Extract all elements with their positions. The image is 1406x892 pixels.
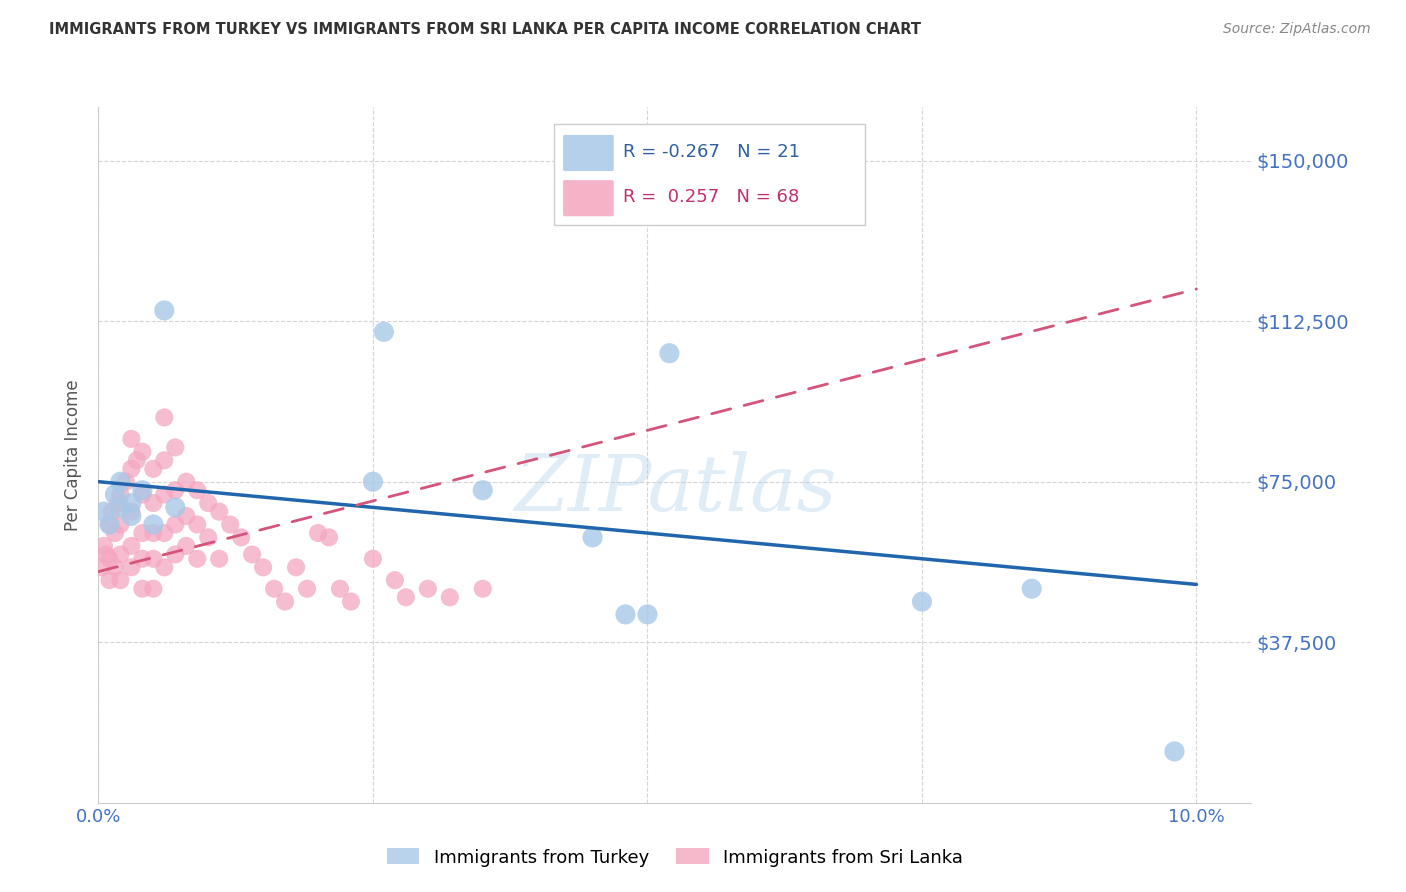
Point	[131, 526, 153, 541]
Point	[361, 475, 384, 489]
Point	[231, 530, 253, 544]
Point	[285, 560, 308, 574]
Point	[416, 582, 439, 596]
Text: R =  0.257   N = 68: R = 0.257 N = 68	[623, 188, 799, 206]
Point	[153, 410, 176, 425]
Point	[174, 539, 197, 553]
Point	[110, 475, 132, 489]
Point	[110, 573, 132, 587]
Point	[153, 560, 176, 574]
Point	[131, 444, 153, 458]
Point	[142, 496, 165, 510]
Point	[93, 505, 115, 519]
Point	[120, 560, 142, 574]
Point	[165, 483, 187, 498]
Point	[142, 517, 165, 532]
Point	[581, 530, 603, 544]
Point	[361, 551, 384, 566]
Point	[110, 500, 132, 515]
Point	[174, 475, 197, 489]
Text: R = -0.267   N = 21: R = -0.267 N = 21	[623, 144, 800, 161]
Point	[318, 530, 340, 544]
Point	[98, 551, 121, 566]
Point	[395, 591, 418, 605]
Point	[658, 346, 681, 360]
Point	[142, 462, 165, 476]
Point	[125, 453, 148, 467]
Point	[131, 551, 153, 566]
Point	[131, 483, 153, 498]
Point	[329, 582, 352, 596]
Point	[186, 551, 208, 566]
Point	[104, 560, 127, 574]
Point	[1163, 744, 1185, 758]
Point	[186, 483, 208, 498]
Point	[471, 483, 494, 498]
Point	[110, 487, 132, 501]
FancyBboxPatch shape	[562, 135, 614, 171]
Point	[104, 526, 127, 541]
Point	[614, 607, 637, 622]
Point	[274, 594, 297, 608]
Point	[197, 496, 219, 510]
FancyBboxPatch shape	[554, 124, 865, 226]
Point	[142, 551, 165, 566]
Point	[165, 441, 187, 455]
Point	[120, 462, 142, 476]
Point	[115, 475, 138, 489]
Point	[153, 303, 176, 318]
Point	[131, 582, 153, 596]
Point	[636, 607, 658, 622]
Point	[90, 560, 112, 574]
Point	[153, 526, 176, 541]
Point	[165, 500, 187, 515]
Point	[100, 505, 122, 519]
Point	[439, 591, 461, 605]
Point	[131, 487, 153, 501]
Point	[98, 573, 121, 587]
Point	[142, 582, 165, 596]
Point	[98, 517, 121, 532]
Point	[384, 573, 406, 587]
Point	[110, 517, 132, 532]
Point	[263, 582, 285, 596]
Point	[373, 325, 395, 339]
Y-axis label: Per Capita Income: Per Capita Income	[65, 379, 83, 531]
Point	[1021, 582, 1043, 596]
Point	[153, 487, 176, 501]
Point	[219, 517, 242, 532]
Point	[295, 582, 318, 596]
Point	[197, 530, 219, 544]
Point	[471, 582, 494, 596]
FancyBboxPatch shape	[562, 180, 614, 216]
Text: ZIPatlas: ZIPatlas	[513, 451, 837, 528]
Point	[104, 487, 127, 501]
Point	[174, 508, 197, 523]
Point	[93, 539, 115, 553]
Point	[252, 560, 274, 574]
Point	[94, 548, 117, 562]
Point	[107, 496, 129, 510]
Point	[153, 453, 176, 467]
Legend: Immigrants from Turkey, Immigrants from Sri Lanka: Immigrants from Turkey, Immigrants from …	[380, 841, 970, 874]
Point	[208, 551, 231, 566]
Point	[98, 517, 121, 532]
Point	[120, 539, 142, 553]
Point	[142, 526, 165, 541]
Point	[186, 517, 208, 532]
Point	[208, 505, 231, 519]
Point	[120, 508, 142, 523]
Point	[240, 548, 263, 562]
Point	[165, 548, 187, 562]
Point	[307, 526, 329, 541]
Point	[165, 517, 187, 532]
Point	[911, 594, 934, 608]
Point	[120, 432, 142, 446]
Text: IMMIGRANTS FROM TURKEY VS IMMIGRANTS FROM SRI LANKA PER CAPITA INCOME CORRELATIO: IMMIGRANTS FROM TURKEY VS IMMIGRANTS FRO…	[49, 22, 921, 37]
Text: Source: ZipAtlas.com: Source: ZipAtlas.com	[1223, 22, 1371, 37]
Point	[340, 594, 363, 608]
Point	[110, 548, 132, 562]
Point	[120, 496, 142, 510]
Point	[120, 505, 142, 519]
